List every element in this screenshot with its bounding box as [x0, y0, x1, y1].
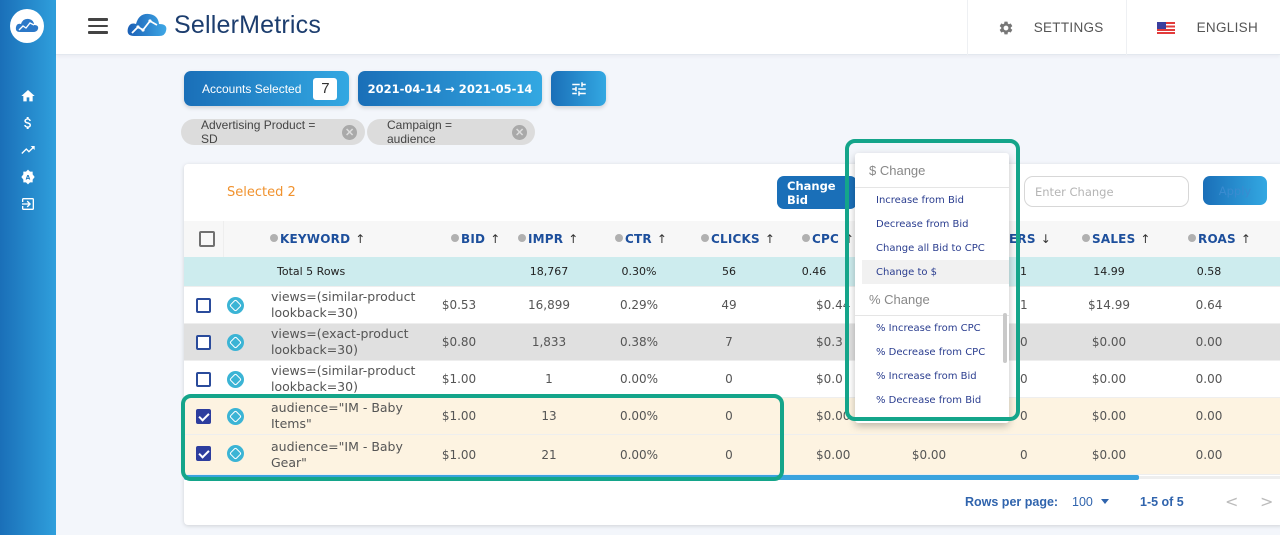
sd-target-icon [227, 297, 244, 314]
exit-icon [22, 197, 34, 210]
selected-count: Selected 2 [227, 185, 296, 200]
total-row: Total 5 Rows 18,767 0.30% 56 0.46 1 14.9… [184, 257, 1280, 287]
us-flag-icon [1156, 21, 1175, 34]
menu-scrollbar[interactable] [1003, 313, 1007, 363]
remove-chip-icon[interactable]: ✕ [512, 124, 527, 140]
top-bar: SellerMetrics SETTINGS ENGLISH [56, 0, 1280, 55]
page-range: 1-5 of 5 [1140, 495, 1184, 509]
table-row[interactable]: views=(similar-product lookback=30) $1.0… [184, 361, 1280, 398]
settings-button[interactable]: SETTINGS [966, 0, 1126, 55]
table-row[interactable]: views=(exact-product lookback=30) $0.80 … [184, 324, 1280, 361]
sidebar-item-home[interactable] [0, 82, 56, 109]
row-checkbox[interactable] [196, 372, 211, 387]
sidebar-item-finance[interactable] [0, 109, 56, 136]
filter-chip-advertising-product: Advertising Product = SD ✕ [181, 118, 365, 146]
sidebar-item-advertising[interactable]: A [0, 163, 56, 190]
filter-settings-button[interactable] [551, 71, 606, 106]
dollar-change-header: $ Change [855, 153, 1009, 188]
prev-page-button[interactable]: < [1225, 492, 1239, 511]
menu-item-pct-increase-from-bid[interactable]: % Increase from Bid [876, 370, 977, 382]
rows-per-page-select[interactable]: 100 [1072, 495, 1109, 509]
next-page-button[interactable]: > [1260, 492, 1274, 511]
menu-item-pct-decrease-from-cpc[interactable]: % Decrease from CPC [876, 346, 986, 358]
tune-icon [571, 81, 586, 96]
row-checkbox[interactable] [196, 335, 211, 350]
language-button[interactable]: ENGLISH [1125, 0, 1280, 55]
column-header-bid[interactable]: BID ↑ [451, 221, 500, 257]
language-label: ENGLISH [1196, 20, 1258, 35]
gear-icon [999, 21, 1012, 34]
row-checkbox[interactable] [196, 409, 211, 424]
keywords-table-card: Selected 2 Change Bid Apply KEYWORD↑ BID… [184, 164, 1280, 525]
column-header-clicks[interactable]: CLICKS ↑ [701, 221, 775, 257]
menu-item-pct-increase-from-cpc[interactable]: % Increase from CPC [876, 322, 981, 334]
sd-target-icon [227, 371, 244, 388]
rows-per-page-label: Rows per page: [965, 495, 1059, 509]
svg-text:A: A [26, 174, 31, 181]
accounts-selected-button[interactable]: Accounts Selected 7 [184, 71, 349, 106]
home-icon [21, 89, 35, 101]
column-header-roas[interactable]: ROAS ↑ [1188, 221, 1251, 257]
menu-item-decrease-from-bid[interactable]: Decrease from Bid [876, 218, 969, 230]
brand[interactable]: SellerMetrics [126, 10, 321, 40]
column-header-orders[interactable]: ERS ↓ [1009, 232, 1051, 246]
table-row[interactable]: audience="IM - Baby Gear" $1.00 21 0.00%… [184, 435, 1280, 475]
column-header-ctr[interactable]: CTR ↑ [615, 221, 667, 257]
column-header-cpc[interactable]: CPC ↑ [802, 221, 854, 257]
column-header-sales[interactable]: SALES ↑ [1082, 221, 1151, 257]
chip-label: Advertising Product = SD [201, 118, 316, 146]
table-row[interactable]: views=(similar-product lookback=30) $0.5… [184, 287, 1280, 324]
row-checkbox[interactable] [196, 298, 211, 313]
table-header: KEYWORD ↑ BID ↑ IMPR ↑ CTR ↑ CLICKS ↑ CPC ↑ ER… [184, 221, 1280, 257]
brand-name: SellerMetrics [174, 10, 322, 39]
sidebar-logo[interactable] [10, 9, 44, 43]
caret-down-icon [1100, 499, 1109, 504]
column-header-impr[interactable]: IMPR ↑ [518, 221, 579, 257]
menu-icon[interactable] [88, 18, 108, 34]
sidebar-item-analytics[interactable] [0, 136, 56, 163]
enter-change-input[interactable] [1024, 176, 1189, 207]
badge-a-icon: A [21, 169, 35, 184]
accounts-count: 7 [313, 77, 338, 100]
cloud-chart-icon [15, 18, 39, 32]
remove-chip-icon[interactable]: ✕ [342, 124, 357, 140]
menu-item-change-bid-to-cpc[interactable]: Change all Bid to CPC [876, 242, 985, 254]
trending-up-icon [21, 145, 35, 154]
sd-target-icon [227, 408, 244, 425]
sidebar-item-logout[interactable] [0, 190, 56, 217]
sd-target-icon [227, 334, 244, 351]
change-bid-button[interactable]: Change Bid [777, 176, 857, 209]
dollar-icon [24, 116, 31, 129]
percent-change-header: % Change [855, 284, 1009, 316]
menu-item-pct-decrease-from-bid[interactable]: % Decrease from Bid [876, 394, 982, 406]
pagination: Rows per page: 100 1-5 of 5 < > [184, 480, 1280, 525]
row-checkbox[interactable] [196, 446, 211, 461]
filter-chip-campaign: Campaign = audience ✕ [367, 118, 535, 146]
sidebar: A [0, 0, 56, 535]
change-type-menu: $ Change Increase from Bid Decrease from… [855, 153, 1009, 423]
sd-target-icon [227, 445, 244, 462]
accounts-label: Accounts Selected [202, 81, 302, 96]
menu-item-increase-from-bid[interactable]: Increase from Bid [876, 194, 964, 206]
column-header-keyword[interactable]: KEYWORD ↑ [270, 221, 366, 257]
chip-label: Campaign = audience [387, 118, 453, 146]
brand-logo-icon [127, 13, 167, 36]
settings-label: SETTINGS [1033, 20, 1104, 35]
menu-item-change-to-dollar[interactable]: Change to $ [862, 260, 1009, 284]
table-row[interactable]: audience="IM - Baby Items" $1.00 13 0.00… [184, 398, 1280, 435]
select-all-checkbox[interactable] [199, 231, 215, 247]
date-range-button[interactable]: 2021-04-14 → 2021-05-14 [358, 71, 542, 106]
apply-button[interactable]: Apply [1203, 176, 1267, 205]
